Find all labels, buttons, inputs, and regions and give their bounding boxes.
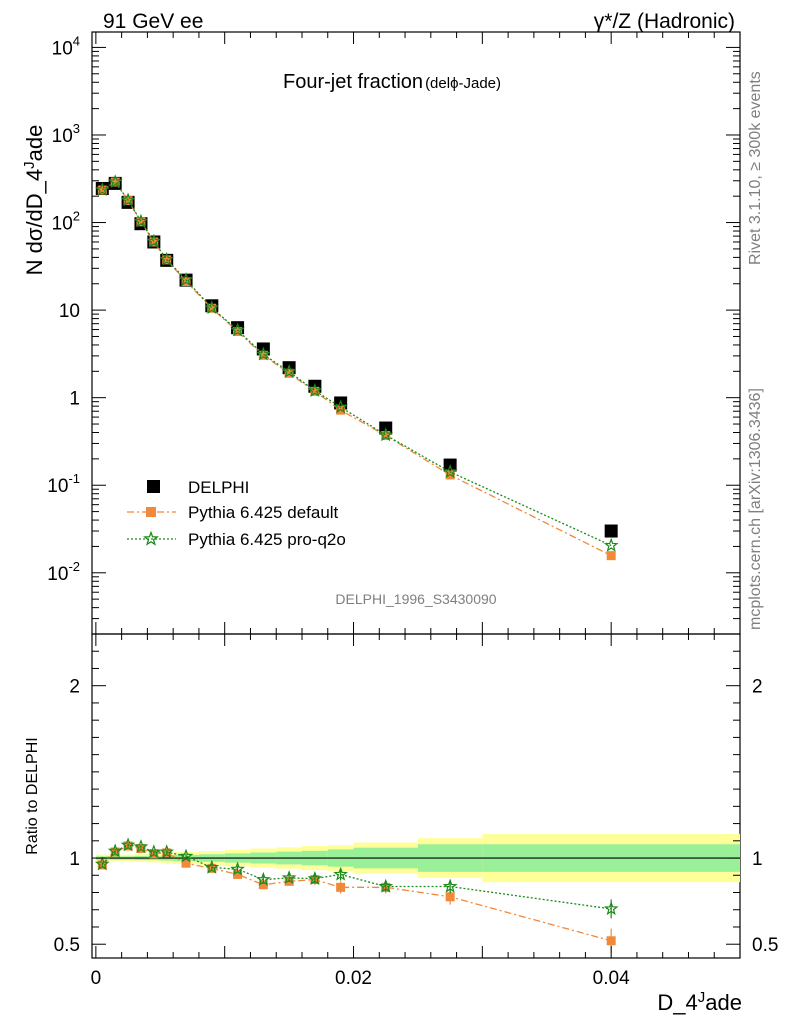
header-right: γ*/Z (Hadronic)	[594, 10, 735, 33]
data-point	[204, 300, 220, 315]
series-pythia-6-425-default	[97, 177, 616, 561]
legend-label-delphi: DELPHI	[188, 478, 249, 497]
data-point	[107, 174, 123, 189]
ratio-series-pythia-6-425-pro-q2o	[94, 837, 619, 919]
main-y-tick-label: 10	[59, 301, 80, 322]
main-plot: 0 0.02 0.04 10-2 10-1 1 10 102 103 104 0.5 0.5 1 1 2 2	[47, 32, 778, 989]
data-point	[159, 251, 175, 266]
series-line	[101, 181, 612, 547]
data-point	[120, 192, 136, 207]
ratio-plot-frame	[91, 633, 741, 959]
data-point	[606, 551, 616, 561]
ratio-point	[159, 844, 175, 859]
header-left: 91 GeV ee	[103, 10, 203, 33]
ratio-point	[107, 843, 123, 858]
series-pythia-6-425-pro-q2o	[94, 174, 619, 552]
ratio-point	[230, 861, 245, 876]
ratio-point	[258, 880, 268, 890]
ratio-y-tick-label-right: 2	[752, 677, 763, 698]
legend-star-shape	[143, 530, 159, 546]
legend-label-proq2o: Pythia 6.425 pro-q2o	[188, 530, 346, 549]
legend-marker-delphi	[147, 480, 160, 493]
data-point	[110, 177, 120, 187]
ratio-point	[178, 848, 194, 863]
rivet-label: Rivet 3.1.10, ≥ 300k events	[747, 71, 764, 265]
main-y-tick-label: 104	[52, 33, 80, 59]
ratio-point	[204, 859, 220, 874]
data-point	[378, 427, 394, 442]
ratio-point	[94, 856, 110, 871]
data-point	[281, 363, 297, 378]
ratio-point	[603, 901, 619, 916]
data-point	[233, 326, 243, 336]
ratio-y-axis-title: Ratio to DELPHI	[24, 737, 41, 854]
axis-ticks: 0 0.02 0.04 10-2 10-1 1 10 102 103 104 0.5 0.5 1 1 2 2	[47, 32, 778, 989]
data-point	[333, 399, 348, 414]
mcplots-label: mcplots.cern.ch [arXiv:1306.3436]	[747, 388, 764, 630]
ratio-y-tick-label: 2	[69, 677, 80, 698]
ratio-point	[133, 839, 149, 854]
data-point	[181, 277, 191, 287]
plot-title: Four-jet fraction (delϕ-Jade)	[283, 71, 501, 93]
ratio-point	[146, 844, 162, 859]
data-point	[149, 237, 159, 247]
legend-marker-default	[146, 507, 156, 517]
legend: DELPHI Pythia 6.425 default Pythia 6.425…	[127, 478, 346, 549]
ratio-y-tick-label-right: 0.5	[752, 935, 778, 956]
series-line	[101, 181, 612, 557]
x-tick-label: 0	[91, 968, 102, 989]
ratio-point	[336, 882, 346, 892]
data-point	[146, 233, 162, 248]
legend-marker-proq2o	[143, 530, 159, 546]
data-point	[310, 386, 320, 396]
ratio-point	[378, 878, 394, 893]
x-tick-label: 0.02	[335, 968, 372, 989]
ratio-series-line	[101, 844, 612, 910]
data-point	[256, 346, 271, 361]
data-point	[133, 213, 149, 228]
ratio-y-tick-label: 0.5	[54, 935, 80, 956]
main-y-tick-label: 102	[52, 209, 80, 235]
data-point	[284, 368, 294, 378]
data-point	[307, 383, 323, 397]
ratio-point	[120, 837, 136, 852]
main-y-tick-label: 1	[69, 389, 80, 410]
ratio-point	[445, 892, 455, 902]
data-point	[604, 524, 618, 538]
ratio-point	[442, 878, 458, 893]
ratio-point	[333, 866, 348, 881]
ratio-point	[281, 870, 297, 885]
data-point	[207, 303, 217, 313]
ratio-plot	[94, 833, 740, 953]
data-point	[258, 350, 268, 360]
ratio-point	[606, 936, 616, 946]
data-point	[381, 430, 391, 440]
data-point	[230, 322, 245, 337]
series-delphi	[95, 176, 618, 538]
ratio-point	[181, 858, 191, 868]
plot-title-suffix: (delϕ-Jade)	[425, 75, 501, 92]
plot-title-main: Four-jet fraction	[283, 71, 423, 93]
main-y-tick-label: 10-1	[47, 471, 80, 497]
data-point	[136, 217, 146, 227]
legend-label-default: Pythia 6.425 default	[188, 503, 339, 522]
data-point	[97, 185, 107, 195]
ratio-point	[255, 871, 271, 886]
data-point	[178, 272, 194, 287]
data-point	[603, 537, 619, 552]
data-point	[94, 182, 110, 196]
ratio-series-line	[101, 845, 612, 942]
main-y-axis-title: N dσ/dD_4Jade	[21, 125, 47, 276]
analysis-watermark: DELPHI_1996_S3430090	[335, 591, 496, 607]
main-y-tick-label: 10-2	[47, 559, 80, 585]
x-axis-title: D_4Jade	[657, 989, 742, 1015]
ratio-point	[233, 869, 243, 879]
data-point	[442, 464, 458, 479]
ratio-y-tick-label: 1	[69, 849, 80, 870]
main-y-tick-label: 103	[52, 121, 80, 147]
ratio-y-tick-label-right: 1	[752, 849, 763, 870]
x-tick-label: 0.04	[593, 968, 630, 989]
ratio-point	[307, 871, 323, 885]
